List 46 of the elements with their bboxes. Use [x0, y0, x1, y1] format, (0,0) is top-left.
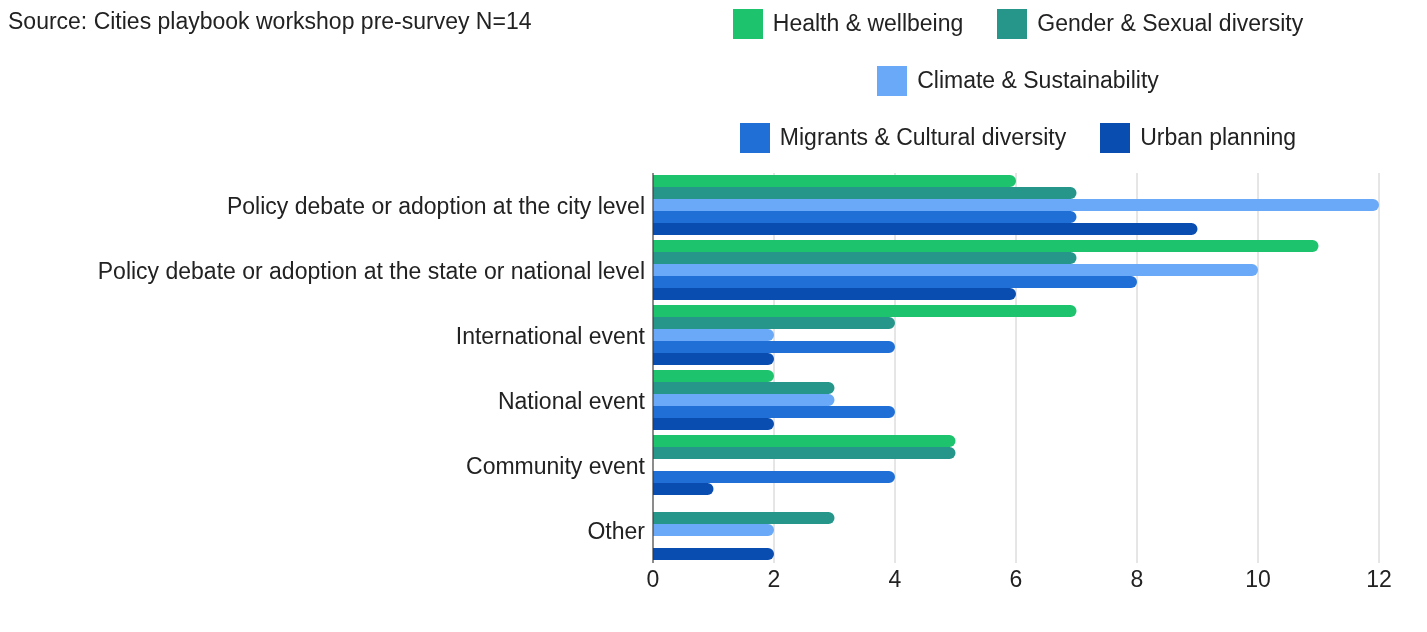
- bar: [653, 482, 714, 495]
- bar: [653, 304, 1077, 317]
- bar: [653, 340, 895, 353]
- y-tick-label: Other: [587, 517, 646, 544]
- bar: [653, 523, 774, 536]
- bar: [653, 239, 1319, 252]
- bar: [653, 263, 1258, 276]
- legend-label: Climate & Sustainability: [917, 67, 1159, 94]
- bar: [653, 275, 1137, 288]
- bar: [653, 446, 956, 459]
- x-tick-label: 10: [1245, 566, 1271, 593]
- bar: [653, 405, 895, 418]
- x-tick-label: 8: [1130, 566, 1144, 593]
- bar: [653, 393, 835, 406]
- bar: [653, 381, 835, 394]
- y-tick-label: Policy debate or adoption at the city level: [226, 192, 645, 219]
- y-tick-label: International event: [455, 322, 646, 349]
- bar: [653, 434, 956, 447]
- x-tick-label: 12: [1366, 566, 1392, 593]
- bar: [653, 328, 774, 341]
- x-tick-label: 6: [1009, 566, 1023, 593]
- bar: [653, 352, 774, 365]
- y-tick-label: Community event: [466, 452, 646, 479]
- x-tick-label: 4: [888, 566, 902, 593]
- bar: [653, 547, 774, 560]
- bar: [653, 186, 1077, 199]
- legend-label: Migrants & Cultural diversity: [779, 124, 1067, 151]
- bar: [653, 198, 1379, 211]
- bar: [653, 210, 1077, 223]
- bar: [653, 251, 1077, 264]
- y-tick-label: Policy debate or adoption at the state or national level: [97, 257, 645, 284]
- legend-label: Health & wellbeing: [772, 10, 964, 37]
- bar: [653, 369, 774, 382]
- y-tick-label: National event: [497, 387, 646, 414]
- x-tick-label: 0: [646, 566, 660, 593]
- bar: [653, 417, 774, 430]
- bar: [653, 470, 895, 483]
- bar: [653, 287, 1016, 300]
- source-note: Source: Cities playbook workshop pre-survey N=14: [8, 8, 532, 35]
- legend-label: Gender & Sexual diversity: [1037, 10, 1304, 37]
- bar: [653, 222, 1198, 235]
- bar: [653, 174, 1016, 187]
- legend-label: Urban planning: [1140, 124, 1297, 151]
- bar: [653, 511, 835, 524]
- bar: [653, 316, 895, 329]
- x-tick-label: 2: [767, 566, 781, 593]
